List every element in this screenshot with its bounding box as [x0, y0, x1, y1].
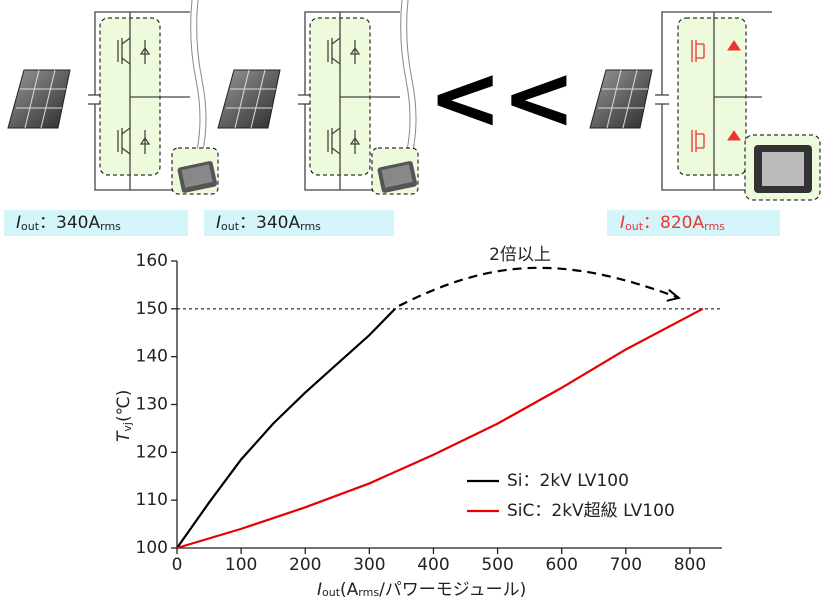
panel-1 [4, 0, 218, 236]
comparison: << [428, 46, 575, 149]
label-part: rms [300, 220, 321, 233]
label-part: out [21, 220, 40, 233]
label-part: rms [704, 220, 725, 233]
x-tick-label: 300 [353, 555, 385, 575]
annotation: 2倍以上 [489, 245, 551, 265]
x-tick-label: 500 [481, 555, 513, 575]
arrow-head [667, 290, 679, 301]
label-part: vj [121, 422, 134, 432]
x-tick-label: 200 [289, 555, 321, 575]
panel-3 [590, 12, 820, 236]
x-tick-label: 700 [610, 555, 642, 575]
figure: << Iout：340ArmsIout：340ArmsIout：820Arms … [0, 0, 838, 600]
y-axis-label: Tvj(℃) [114, 390, 134, 442]
annotation-arrow [399, 268, 679, 306]
label-part: rms [358, 586, 379, 599]
y-tick-label: 100 [136, 538, 168, 558]
panel-2 [204, 0, 418, 236]
x-axis-label: Iout(Arms/パワーモジュール) [317, 580, 526, 600]
y-tick-label: 160 [136, 251, 168, 271]
label-part: ：340A [39, 213, 100, 233]
label-part: out [221, 220, 240, 233]
label-part: out [322, 586, 341, 599]
label-part: (A [340, 580, 359, 600]
y-tick-label: 130 [136, 395, 168, 415]
label-part: /パワーモジュール) [379, 580, 526, 600]
y-tick-label: 140 [136, 347, 168, 367]
label-part: out [625, 220, 644, 233]
legend-label: SiC：2kV超級 LV100 [507, 501, 675, 521]
label-part: ：820A [643, 213, 704, 233]
legend-label: Si：2kV LV100 [507, 471, 629, 491]
y-tick-label: 120 [136, 442, 168, 462]
x-tick-label: 800 [674, 555, 706, 575]
series-line [177, 309, 395, 548]
x-tick-label: 400 [417, 555, 449, 575]
label-part: rms [100, 220, 121, 233]
label-part: ：340A [239, 213, 300, 233]
label-part: (℃) [114, 390, 134, 422]
x-tick-label: 100 [225, 555, 257, 575]
y-tick-label: 110 [136, 490, 168, 510]
x-tick-label: 0 [172, 555, 183, 575]
x-tick-label: 600 [545, 555, 577, 575]
y-tick-label: 150 [136, 299, 168, 319]
